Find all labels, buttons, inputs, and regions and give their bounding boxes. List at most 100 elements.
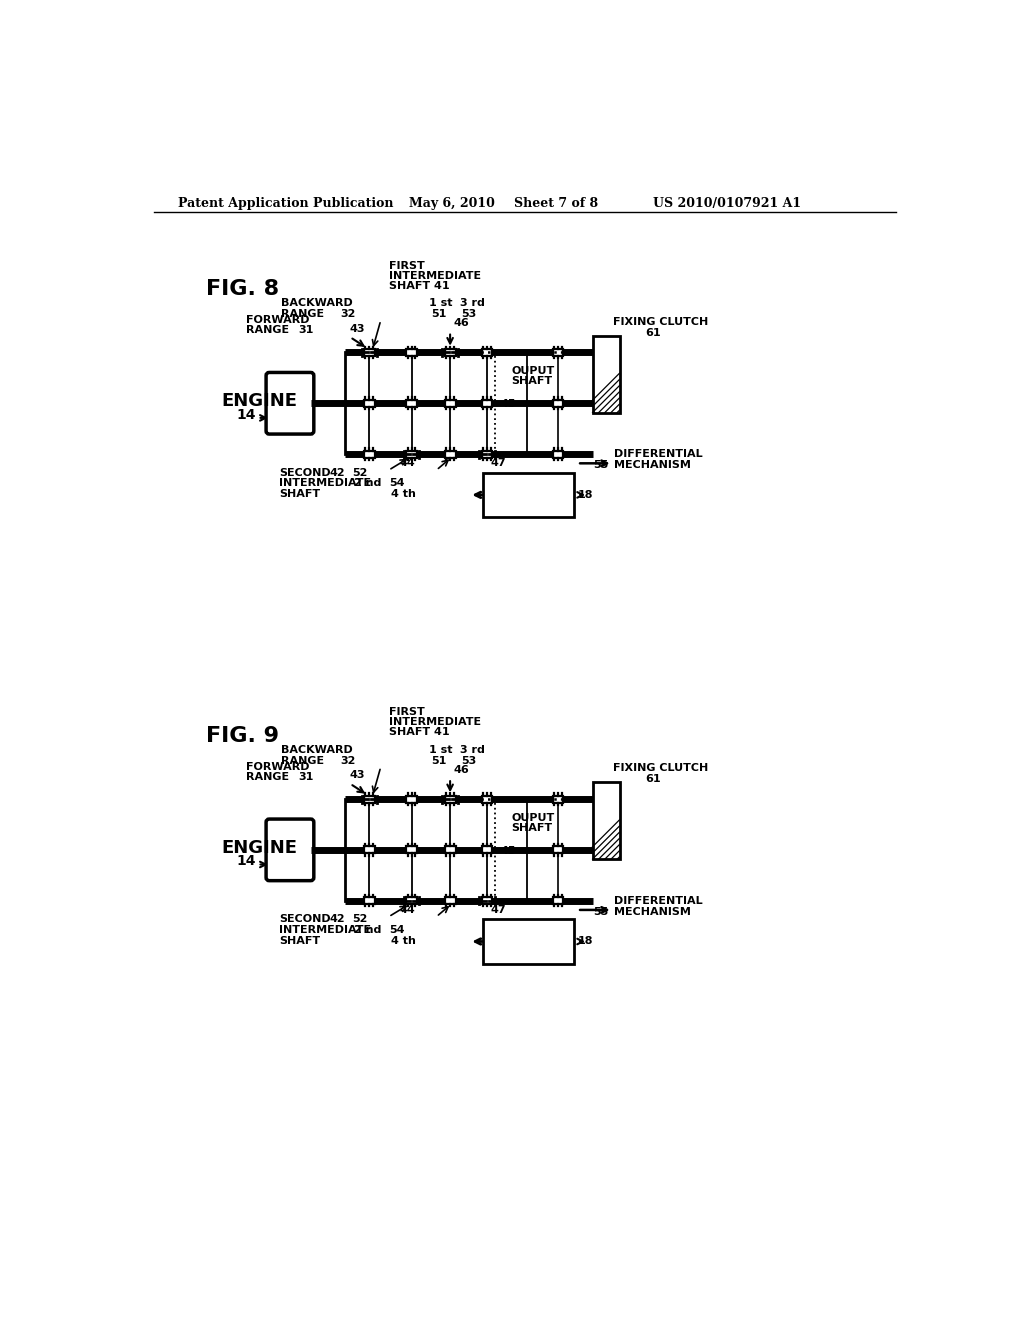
Bar <box>364 898 375 904</box>
Text: RANGE: RANGE <box>282 755 325 766</box>
Text: 43: 43 <box>349 323 365 334</box>
Bar <box>481 898 493 904</box>
Text: INTERMEDIATE: INTERMEDIATE <box>388 717 480 727</box>
Bar <box>364 796 375 803</box>
Bar <box>407 400 417 407</box>
Bar <box>553 450 563 458</box>
Bar <box>444 796 456 803</box>
Bar <box>407 348 417 356</box>
Text: 14: 14 <box>237 408 256 422</box>
Bar <box>481 400 493 407</box>
Text: FORWARD: FORWARD <box>246 762 309 772</box>
Text: 54: 54 <box>389 478 404 488</box>
Text: ENGINE: ENGINE <box>221 392 297 411</box>
Text: 45: 45 <box>501 399 516 409</box>
Text: 45: 45 <box>501 846 516 855</box>
Text: 46: 46 <box>454 764 470 775</box>
Text: MECHANISM: MECHANISM <box>614 459 691 470</box>
Bar <box>481 348 493 356</box>
Text: FIRST: FIRST <box>388 260 424 271</box>
Text: May 6, 2010: May 6, 2010 <box>410 197 496 210</box>
Text: SHAFT: SHAFT <box>280 936 321 946</box>
Bar <box>407 898 417 904</box>
Text: 32: 32 <box>341 755 356 766</box>
Text: 44: 44 <box>400 906 416 915</box>
Text: 61: 61 <box>645 327 660 338</box>
Bar <box>481 846 493 853</box>
Text: SHAFT: SHAFT <box>512 822 553 833</box>
Bar <box>593 781 620 859</box>
Text: FIG. 8: FIG. 8 <box>206 280 280 300</box>
Text: Patent Application Publication: Patent Application Publication <box>178 197 394 210</box>
Bar <box>364 400 375 407</box>
Text: Sheet 7 of 8: Sheet 7 of 8 <box>514 197 598 210</box>
Text: 1 st: 1 st <box>429 298 453 309</box>
Text: 44: 44 <box>400 458 416 469</box>
Text: FIXING CLUTCH: FIXING CLUTCH <box>612 763 708 774</box>
Text: FIXING CLUTCH: FIXING CLUTCH <box>612 317 708 327</box>
Text: SECOND: SECOND <box>280 467 331 478</box>
Text: GENERATOR: GENERATOR <box>490 931 566 941</box>
Text: OUPUT: OUPUT <box>512 366 555 376</box>
Text: 52: 52 <box>352 915 368 924</box>
Bar <box>407 450 417 458</box>
Bar <box>444 348 456 356</box>
Text: SHAFT 41: SHAFT 41 <box>388 281 450 290</box>
Bar <box>553 348 563 356</box>
Text: MECHANISM: MECHANISM <box>614 907 691 916</box>
Bar <box>364 846 375 853</box>
Text: SECOND: SECOND <box>280 915 331 924</box>
Bar <box>481 450 493 458</box>
Text: US 2010/0107921 A1: US 2010/0107921 A1 <box>652 197 801 210</box>
Bar <box>444 898 456 904</box>
Bar <box>444 450 456 458</box>
Text: 55: 55 <box>593 907 608 916</box>
Bar <box>481 796 493 803</box>
Text: INTERMEDIATE: INTERMEDIATE <box>280 478 372 488</box>
Bar <box>364 348 375 356</box>
Bar <box>444 846 456 853</box>
Bar <box>553 898 563 904</box>
Text: BACKWARD: BACKWARD <box>282 298 353 309</box>
Text: INTERMEDIATE: INTERMEDIATE <box>280 925 372 935</box>
Text: 61: 61 <box>645 774 660 784</box>
Text: 42: 42 <box>330 915 345 924</box>
Bar <box>483 919 574 964</box>
Bar <box>593 335 620 412</box>
Text: SHAFT: SHAFT <box>280 490 321 499</box>
Text: RANGE: RANGE <box>246 325 289 335</box>
Text: 43: 43 <box>349 771 365 780</box>
Text: 2 nd: 2 nd <box>354 925 381 935</box>
Text: INTERMEDIATE: INTERMEDIATE <box>388 271 480 281</box>
Text: 31: 31 <box>298 325 313 335</box>
Text: FIG. 9: FIG. 9 <box>206 726 279 746</box>
Text: BACKWARD: BACKWARD <box>282 744 353 755</box>
Text: 18: 18 <box>578 490 594 500</box>
Bar <box>483 473 574 517</box>
Text: 51: 51 <box>431 309 446 319</box>
Text: 52: 52 <box>352 467 368 478</box>
Text: 47: 47 <box>490 458 507 469</box>
Text: 55: 55 <box>593 459 608 470</box>
Text: 53: 53 <box>462 309 477 319</box>
Bar <box>444 400 456 407</box>
Text: 47: 47 <box>490 906 507 915</box>
Text: 51: 51 <box>431 755 446 766</box>
Text: 3 rd: 3 rd <box>460 298 485 309</box>
Text: 31: 31 <box>298 772 313 781</box>
Bar <box>553 846 563 853</box>
Text: 42: 42 <box>330 467 345 478</box>
Bar <box>553 400 563 407</box>
Text: FIRST: FIRST <box>388 708 424 717</box>
Text: 53: 53 <box>462 755 477 766</box>
Text: 18: 18 <box>578 936 594 946</box>
Text: 46: 46 <box>454 318 470 329</box>
Text: MOTOR: MOTOR <box>506 944 552 953</box>
Text: 2 nd: 2 nd <box>354 478 381 488</box>
Bar <box>407 796 417 803</box>
Text: 14: 14 <box>237 854 256 869</box>
Text: 4 th: 4 th <box>391 490 416 499</box>
Text: RANGE: RANGE <box>282 309 325 319</box>
Bar <box>553 796 563 803</box>
Text: 4 th: 4 th <box>391 936 416 946</box>
